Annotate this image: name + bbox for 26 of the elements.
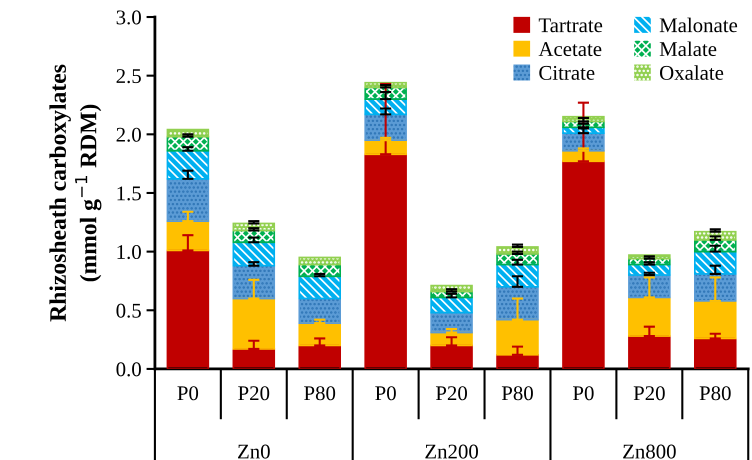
x-tick-label: P20 — [238, 386, 270, 400]
y-tick-label: 2.0 — [116, 128, 141, 142]
y-tick-label: 0.5 — [116, 304, 141, 318]
x-tick-label: P80 — [304, 386, 336, 400]
text: Zn200 — [425, 444, 478, 459]
x-tick-label: P0 — [177, 386, 198, 400]
x-tick-label: P20 — [634, 386, 665, 400]
text: Zn800 — [623, 444, 676, 459]
legend-label: Malonate — [660, 18, 738, 32]
text: Zn0 — [238, 444, 270, 459]
x-tick-label: P80 — [700, 386, 731, 400]
legend-label: Tartrate — [538, 18, 602, 32]
x-tick-label: P80 — [502, 386, 533, 400]
x-tick-label: P0 — [375, 386, 396, 400]
x-tick-label: P20 — [436, 386, 467, 400]
y-axis-title: Rhizosheath carboxylates (mmol g$^{−1}$ RDM) — [49, 64, 102, 322]
legend-label: Oxalate — [660, 65, 724, 80]
y-tick-label: 2.5 — [116, 69, 141, 84]
y-tick-label: 0.0 — [116, 362, 141, 376]
x-tick-label: P0 — [573, 386, 594, 400]
legend-label: Acetate — [538, 42, 602, 56]
y-tick-label: 1.5 — [118, 186, 141, 200]
legend-label: Citrate — [539, 66, 594, 80]
y-tick-label: 1.0 — [118, 244, 141, 260]
y-tick-label: 3.0 — [116, 10, 141, 25]
legend-label: Malate — [660, 41, 716, 56]
